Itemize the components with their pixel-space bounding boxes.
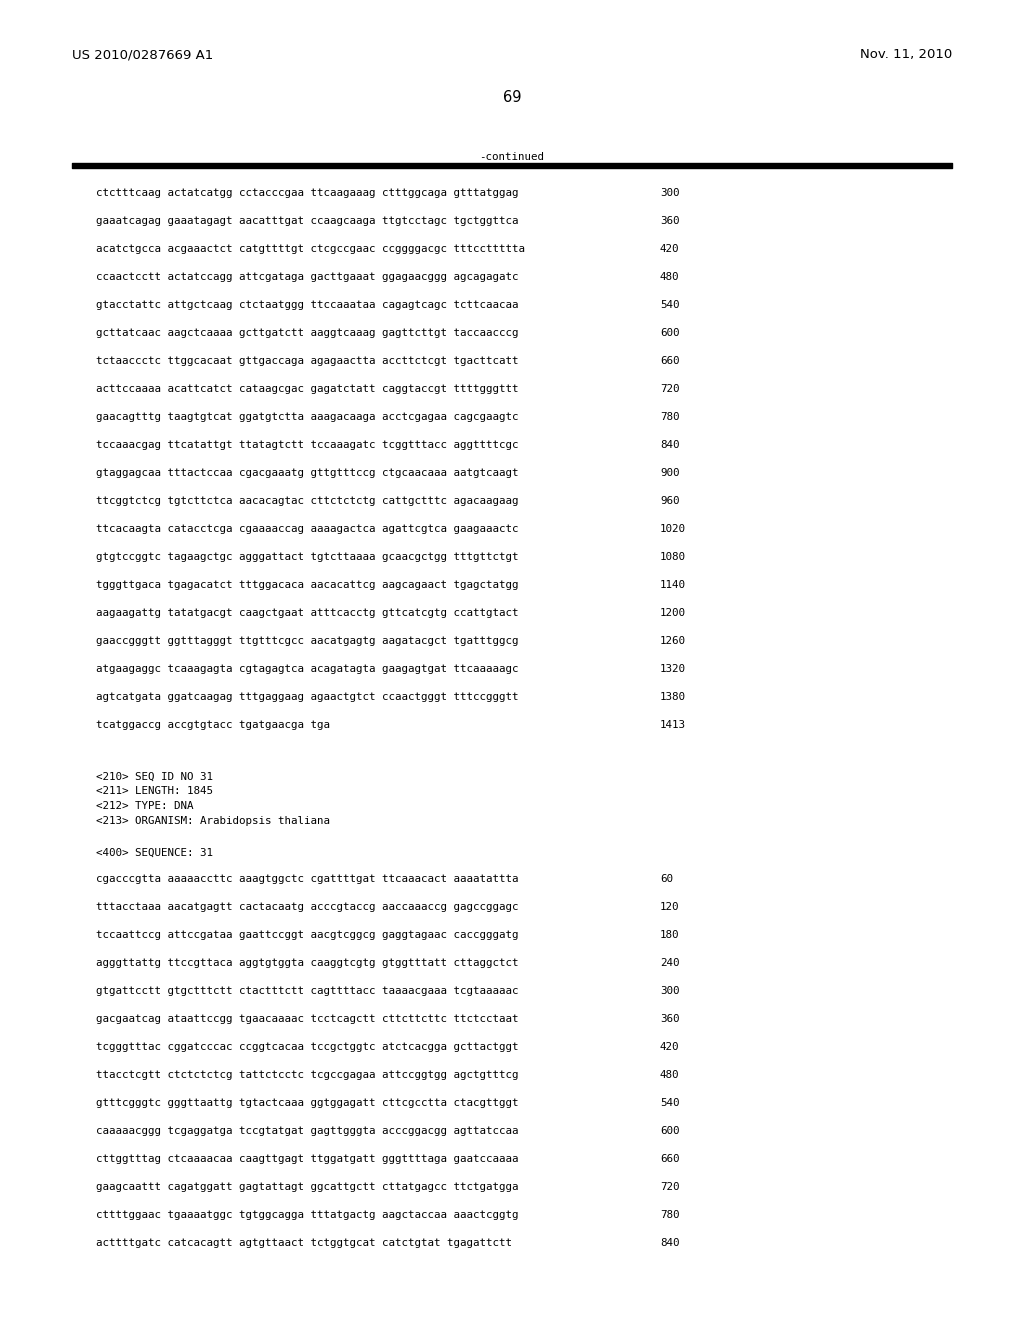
Text: ttcggtctcg tgtcttctca aacacagtac cttctctctg cattgctttc agacaagaag: ttcggtctcg tgtcttctca aacacagtac cttctct… bbox=[96, 496, 518, 506]
Text: gaaccgggtt ggtttagggt ttgtttcgcc aacatgagtg aagatacgct tgatttggcg: gaaccgggtt ggtttagggt ttgtttcgcc aacatga… bbox=[96, 636, 518, 645]
Text: gacgaatcag ataattccgg tgaacaaaac tcctcagctt cttcttcttc ttctcctaat: gacgaatcag ataattccgg tgaacaaaac tcctcag… bbox=[96, 1014, 518, 1024]
Text: 420: 420 bbox=[660, 244, 680, 253]
Text: gtgtccggtc tagaagctgc agggattact tgtcttaaaa gcaacgctgg tttgttctgt: gtgtccggtc tagaagctgc agggattact tgtctta… bbox=[96, 552, 518, 562]
Text: 120: 120 bbox=[660, 902, 680, 912]
Text: tctaaccctc ttggcacaat gttgaccaga agagaactta accttctcgt tgacttcatt: tctaaccctc ttggcacaat gttgaccaga agagaac… bbox=[96, 356, 518, 366]
Text: 1140: 1140 bbox=[660, 579, 686, 590]
Text: tttacctaaa aacatgagtt cactacaatg acccgtaccg aaccaaaccg gagccggagc: tttacctaaa aacatgagtt cactacaatg acccgta… bbox=[96, 902, 518, 912]
Text: 180: 180 bbox=[660, 931, 680, 940]
Text: <213> ORGANISM: Arabidopsis thaliana: <213> ORGANISM: Arabidopsis thaliana bbox=[96, 816, 330, 825]
Text: 600: 600 bbox=[660, 1126, 680, 1137]
Text: aagaagattg tatatgacgt caagctgaat atttcacctg gttcatcgtg ccattgtact: aagaagattg tatatgacgt caagctgaat atttcac… bbox=[96, 609, 518, 618]
Text: Nov. 11, 2010: Nov. 11, 2010 bbox=[860, 48, 952, 61]
Text: 780: 780 bbox=[660, 412, 680, 422]
Text: tccaattccg attccgataa gaattccggt aacgtcggcg gaggtagaac caccgggatg: tccaattccg attccgataa gaattccggt aacgtcg… bbox=[96, 931, 518, 940]
Text: <211> LENGTH: 1845: <211> LENGTH: 1845 bbox=[96, 787, 213, 796]
Text: 600: 600 bbox=[660, 327, 680, 338]
Text: agtcatgata ggatcaagag tttgaggaag agaactgtct ccaactgggt tttccgggtt: agtcatgata ggatcaagag tttgaggaag agaactg… bbox=[96, 692, 518, 702]
Text: gaacagtttg taagtgtcat ggatgtctta aaagacaaga acctcgagaa cagcgaagtc: gaacagtttg taagtgtcat ggatgtctta aaagaca… bbox=[96, 412, 518, 422]
Text: 1380: 1380 bbox=[660, 692, 686, 702]
Text: tcatggaccg accgtgtacc tgatgaacga tga: tcatggaccg accgtgtacc tgatgaacga tga bbox=[96, 719, 330, 730]
Text: 720: 720 bbox=[660, 384, 680, 393]
Text: 780: 780 bbox=[660, 1210, 680, 1220]
Text: 300: 300 bbox=[660, 187, 680, 198]
Text: tcgggtttac cggatcccac ccggtcacaa tccgctggtc atctcacgga gcttactggt: tcgggtttac cggatcccac ccggtcacaa tccgctg… bbox=[96, 1041, 518, 1052]
Text: 360: 360 bbox=[660, 216, 680, 226]
Text: gaaatcagag gaaatagagt aacatttgat ccaagcaaga ttgtcctagc tgctggttca: gaaatcagag gaaatagagt aacatttgat ccaagca… bbox=[96, 216, 518, 226]
Text: 540: 540 bbox=[660, 1098, 680, 1107]
Text: agggttattg ttccgttaca aggtgtggta caaggtcgtg gtggtttatt cttaggctct: agggttattg ttccgttaca aggtgtggta caaggtc… bbox=[96, 958, 518, 968]
Text: 1320: 1320 bbox=[660, 664, 686, 675]
Text: 1020: 1020 bbox=[660, 524, 686, 535]
Text: gtaggagcaa tttactccaa cgacgaaatg gttgtttccg ctgcaacaaa aatgtcaagt: gtaggagcaa tttactccaa cgacgaaatg gttgttt… bbox=[96, 469, 518, 478]
Text: <210> SEQ ID NO 31: <210> SEQ ID NO 31 bbox=[96, 772, 213, 781]
Text: acttttgatc catcacagtt agtgttaact tctggtgcat catctgtat tgagattctt: acttttgatc catcacagtt agtgttaact tctggtg… bbox=[96, 1238, 512, 1247]
Text: US 2010/0287669 A1: US 2010/0287669 A1 bbox=[72, 48, 213, 61]
Text: 840: 840 bbox=[660, 1238, 680, 1247]
Text: 300: 300 bbox=[660, 986, 680, 997]
Text: acttccaaaa acattcatct cataagcgac gagatctatt caggtaccgt ttttgggttt: acttccaaaa acattcatct cataagcgac gagatct… bbox=[96, 384, 518, 393]
Text: <212> TYPE: DNA: <212> TYPE: DNA bbox=[96, 801, 194, 810]
Text: gtttcgggtc gggttaattg tgtactcaaa ggtggagatt cttcgcctta ctacgttggt: gtttcgggtc gggttaattg tgtactcaaa ggtggag… bbox=[96, 1098, 518, 1107]
Text: 480: 480 bbox=[660, 1071, 680, 1080]
Text: 1080: 1080 bbox=[660, 552, 686, 562]
Text: 840: 840 bbox=[660, 440, 680, 450]
Text: 660: 660 bbox=[660, 1154, 680, 1164]
Text: 1200: 1200 bbox=[660, 609, 686, 618]
Text: 69: 69 bbox=[503, 90, 521, 106]
Text: ccaactcctt actatccagg attcgataga gacttgaaat ggagaacggg agcagagatc: ccaactcctt actatccagg attcgataga gacttga… bbox=[96, 272, 518, 282]
Text: -continued: -continued bbox=[479, 152, 545, 162]
Text: cttggtttag ctcaaaacaa caagttgagt ttggatgatt gggttttaga gaatccaaaa: cttggtttag ctcaaaacaa caagttgagt ttggatg… bbox=[96, 1154, 518, 1164]
Text: gcttatcaac aagctcaaaa gcttgatctt aaggtcaaag gagttcttgt taccaacccg: gcttatcaac aagctcaaaa gcttgatctt aaggtca… bbox=[96, 327, 518, 338]
Text: cgacccgtta aaaaaccttc aaagtggctc cgattttgat ttcaaacact aaaatattta: cgacccgtta aaaaaccttc aaagtggctc cgatttt… bbox=[96, 874, 518, 884]
Text: 240: 240 bbox=[660, 958, 680, 968]
Text: atgaagaggc tcaaagagta cgtagagtca acagatagta gaagagtgat ttcaaaaagc: atgaagaggc tcaaagagta cgtagagtca acagata… bbox=[96, 664, 518, 675]
Text: ctctttcaag actatcatgg cctacccgaa ttcaagaaag ctttggcaga gtttatggag: ctctttcaag actatcatgg cctacccgaa ttcaaga… bbox=[96, 187, 518, 198]
Text: 1413: 1413 bbox=[660, 719, 686, 730]
Text: <400> SEQUENCE: 31: <400> SEQUENCE: 31 bbox=[96, 847, 213, 858]
Text: gtacctattc attgctcaag ctctaatggg ttccaaataa cagagtcagc tcttcaacaa: gtacctattc attgctcaag ctctaatggg ttccaaa… bbox=[96, 300, 518, 310]
Text: 660: 660 bbox=[660, 356, 680, 366]
Text: 360: 360 bbox=[660, 1014, 680, 1024]
Text: 420: 420 bbox=[660, 1041, 680, 1052]
Text: 960: 960 bbox=[660, 496, 680, 506]
Text: 540: 540 bbox=[660, 300, 680, 310]
Text: gaagcaattt cagatggatt gagtattagt ggcattgctt cttatgagcc ttctgatgga: gaagcaattt cagatggatt gagtattagt ggcattg… bbox=[96, 1181, 518, 1192]
Text: tccaaacgag ttcatattgt ttatagtctt tccaaagatc tcggtttacc aggttttcgc: tccaaacgag ttcatattgt ttatagtctt tccaaag… bbox=[96, 440, 518, 450]
Text: 900: 900 bbox=[660, 469, 680, 478]
Text: gtgattcctt gtgctttctt ctactttctt cagttttacc taaaacgaaa tcgtaaaaac: gtgattcctt gtgctttctt ctactttctt cagtttt… bbox=[96, 986, 518, 997]
Text: 720: 720 bbox=[660, 1181, 680, 1192]
Text: 60: 60 bbox=[660, 874, 673, 884]
Text: ttacctcgtt ctctctctcg tattctcctc tcgccgagaa attccggtgg agctgtttcg: ttacctcgtt ctctctctcg tattctcctc tcgccga… bbox=[96, 1071, 518, 1080]
Text: 480: 480 bbox=[660, 272, 680, 282]
Text: 1260: 1260 bbox=[660, 636, 686, 645]
Text: acatctgcca acgaaactct catgttttgt ctcgccgaac ccggggacgc tttccttttta: acatctgcca acgaaactct catgttttgt ctcgccg… bbox=[96, 244, 525, 253]
Text: ttcacaagta catacctcga cgaaaaccag aaaagactca agattcgtca gaagaaactc: ttcacaagta catacctcga cgaaaaccag aaaagac… bbox=[96, 524, 518, 535]
Text: cttttggaac tgaaaatggc tgtggcagga tttatgactg aagctaccaa aaactcggtg: cttttggaac tgaaaatggc tgtggcagga tttatga… bbox=[96, 1210, 518, 1220]
Text: caaaaacggg tcgaggatga tccgtatgat gagttgggta acccggacgg agttatccaa: caaaaacggg tcgaggatga tccgtatgat gagttgg… bbox=[96, 1126, 518, 1137]
Text: tgggttgaca tgagacatct tttggacaca aacacattcg aagcagaact tgagctatgg: tgggttgaca tgagacatct tttggacaca aacacat… bbox=[96, 579, 518, 590]
